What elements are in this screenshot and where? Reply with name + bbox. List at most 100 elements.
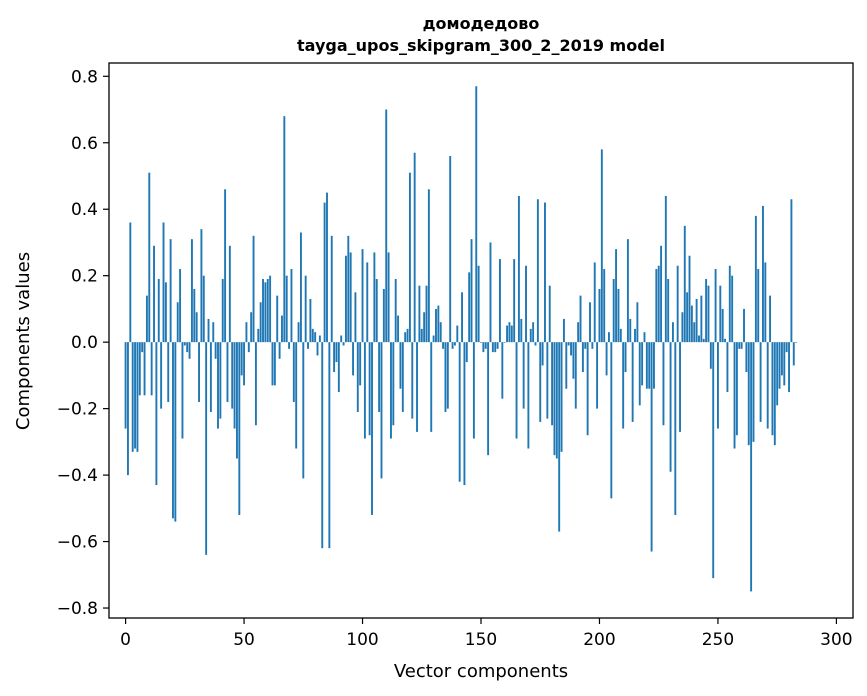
bar: [335, 342, 338, 363]
bar: [496, 342, 499, 349]
bar: [356, 342, 359, 412]
bar: [273, 342, 276, 386]
bar: [240, 342, 243, 376]
bar: [420, 328, 423, 343]
bar: [254, 342, 257, 426]
bar: [482, 342, 485, 353]
bar: [430, 342, 433, 432]
bar: [463, 342, 466, 486]
bar: [209, 342, 212, 412]
bar: [645, 342, 648, 389]
bar: [539, 342, 542, 422]
bar: [363, 342, 366, 439]
bar: [676, 265, 679, 343]
bar: [740, 342, 743, 349]
bar: [795, 342, 798, 343]
bar: [124, 342, 127, 429]
bar: [444, 342, 447, 412]
bar: [226, 342, 229, 402]
bar: [435, 308, 437, 343]
bar: [465, 342, 468, 363]
bar: [773, 342, 776, 446]
bar: [702, 338, 705, 343]
bar: [461, 292, 463, 343]
bar: [790, 199, 793, 343]
bar: [669, 342, 672, 472]
x-tick-label: 250: [702, 630, 734, 650]
bar: [155, 342, 158, 486]
bar: [368, 342, 371, 436]
bar: [311, 328, 314, 343]
bar: [145, 295, 148, 343]
bar: [615, 249, 618, 343]
bar: [382, 288, 385, 343]
bar: [764, 262, 767, 343]
bar: [541, 342, 544, 366]
chart-title: домодедово: [423, 14, 540, 33]
bar: [392, 342, 395, 426]
bar: [314, 332, 317, 343]
bar: [769, 295, 772, 343]
bar: [719, 285, 722, 343]
bar: [738, 342, 741, 349]
bar: [660, 245, 663, 343]
bar: [397, 315, 400, 343]
bar: [683, 225, 686, 343]
bar: [472, 342, 475, 439]
bar: [499, 259, 501, 343]
bar: [224, 189, 227, 343]
bar: [617, 288, 620, 343]
bar: [323, 202, 326, 343]
bar: [160, 342, 163, 409]
bar: [591, 342, 594, 349]
bar: [427, 189, 430, 343]
bar: [153, 245, 155, 343]
bar: [574, 342, 577, 409]
bar: [330, 235, 333, 343]
bar: [655, 269, 658, 343]
bar: [451, 342, 454, 349]
y-tick-label: −0.6: [57, 533, 98, 553]
y-tick-label: 0.4: [71, 200, 98, 220]
bar: [361, 249, 364, 343]
bar: [449, 156, 452, 343]
bar: [316, 342, 319, 356]
bar: [686, 292, 689, 343]
bar: [205, 342, 208, 555]
bar: [181, 342, 184, 439]
bar: [416, 342, 418, 432]
bar: [169, 239, 172, 343]
bar: [626, 239, 629, 343]
bar: [728, 265, 731, 343]
bar: [484, 342, 487, 349]
bar: [610, 342, 613, 499]
bar: [188, 342, 191, 359]
bar: [503, 342, 506, 343]
bar: [600, 149, 603, 343]
bar: [745, 342, 748, 373]
bar: [560, 342, 563, 452]
bar: [707, 285, 710, 343]
bar: [688, 255, 691, 343]
bar: [347, 235, 350, 343]
bar: [491, 342, 494, 353]
bar: [743, 308, 745, 343]
bar: [638, 342, 641, 406]
bar: [176, 302, 179, 343]
bar: [536, 199, 539, 343]
bar: [671, 322, 674, 343]
bar: [783, 342, 786, 386]
bar: [442, 342, 445, 349]
bar: [762, 205, 764, 343]
bar: [553, 342, 556, 456]
y-tick-label: 0.0: [71, 333, 98, 353]
bar: [136, 342, 139, 452]
bar: [468, 272, 471, 343]
bar: [532, 322, 535, 343]
bar: [605, 342, 608, 376]
bar: [733, 342, 736, 449]
bar: [276, 295, 279, 343]
bar: [411, 342, 414, 419]
bar: [437, 305, 440, 343]
bar: [198, 342, 200, 402]
